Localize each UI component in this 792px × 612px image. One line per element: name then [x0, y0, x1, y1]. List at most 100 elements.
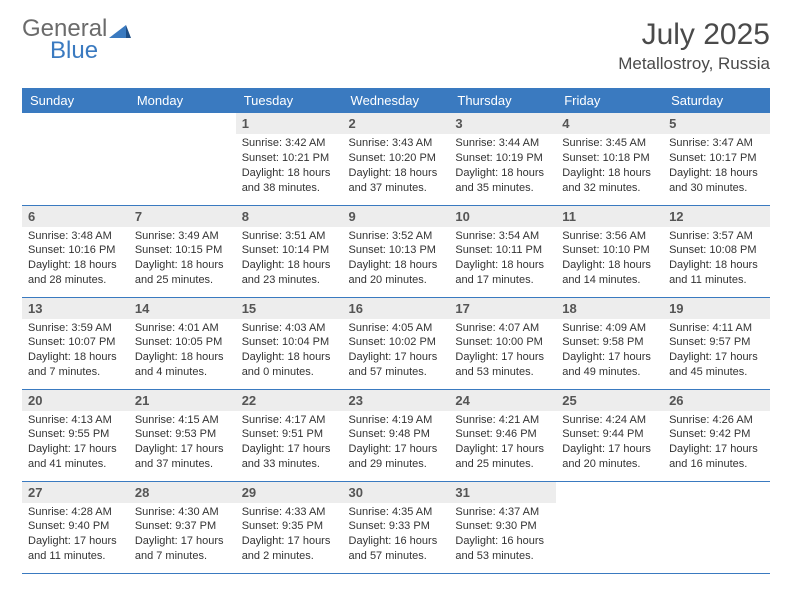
day-number: 13 [22, 298, 129, 319]
day-number: 4 [556, 113, 663, 134]
daylight-text-2: and 7 minutes. [135, 549, 230, 564]
sunrise-text: Sunrise: 4:35 AM [349, 505, 444, 520]
calendar-cell: 26Sunrise: 4:26 AMSunset: 9:42 PMDayligh… [663, 389, 770, 481]
calendar-cell: 22Sunrise: 4:17 AMSunset: 9:51 PMDayligh… [236, 389, 343, 481]
daylight-text-1: Daylight: 17 hours [28, 442, 123, 457]
dayhead-friday: Friday [556, 88, 663, 113]
day-number: 22 [236, 390, 343, 411]
sunset-text: Sunset: 9:30 PM [455, 519, 550, 534]
daylight-text-2: and 33 minutes. [242, 457, 337, 472]
sunrise-text: Sunrise: 4:15 AM [135, 413, 230, 428]
calendar-cell: 3Sunrise: 3:44 AMSunset: 10:19 PMDayligh… [449, 113, 556, 205]
sunset-text: Sunset: 9:44 PM [562, 427, 657, 442]
sunrise-text: Sunrise: 3:48 AM [28, 229, 123, 244]
sunset-text: Sunset: 9:37 PM [135, 519, 230, 534]
sunset-text: Sunset: 10:13 PM [349, 243, 444, 258]
daylight-text-1: Daylight: 18 hours [669, 258, 764, 273]
sunrise-text: Sunrise: 4:17 AM [242, 413, 337, 428]
sunrise-text: Sunrise: 3:45 AM [562, 136, 657, 151]
sunrise-text: Sunrise: 4:19 AM [349, 413, 444, 428]
dayhead-tuesday: Tuesday [236, 88, 343, 113]
daylight-text-2: and 16 minutes. [669, 457, 764, 472]
daylight-text-2: and 57 minutes. [349, 549, 444, 564]
day-number: 6 [22, 206, 129, 227]
day-number: 27 [22, 482, 129, 503]
calendar-row: 20Sunrise: 4:13 AMSunset: 9:55 PMDayligh… [22, 389, 770, 481]
day-number: 18 [556, 298, 663, 319]
calendar-cell: . [663, 481, 770, 573]
daylight-text-2: and 14 minutes. [562, 273, 657, 288]
daylight-text-2: and 25 minutes. [135, 273, 230, 288]
calendar-cell: 1Sunrise: 3:42 AMSunset: 10:21 PMDayligh… [236, 113, 343, 205]
sunset-text: Sunset: 10:14 PM [242, 243, 337, 258]
sunrise-text: Sunrise: 3:49 AM [135, 229, 230, 244]
sunset-text: Sunset: 10:08 PM [669, 243, 764, 258]
daylight-text-2: and 11 minutes. [669, 273, 764, 288]
title-block: July 2025 Metallostroy, Russia [618, 18, 770, 74]
sunset-text: Sunset: 10:02 PM [349, 335, 444, 350]
sunrise-text: Sunrise: 4:37 AM [455, 505, 550, 520]
calendar-cell: 6Sunrise: 3:48 AMSunset: 10:16 PMDayligh… [22, 205, 129, 297]
day-number: 31 [449, 482, 556, 503]
sunrise-text: Sunrise: 3:44 AM [455, 136, 550, 151]
day-number: 2 [343, 113, 450, 134]
sunrise-text: Sunrise: 3:54 AM [455, 229, 550, 244]
calendar-cell: . [129, 113, 236, 205]
calendar-cell: 19Sunrise: 4:11 AMSunset: 9:57 PMDayligh… [663, 297, 770, 389]
logo-text-blue: Blue [50, 40, 98, 62]
calendar-cell: 16Sunrise: 4:05 AMSunset: 10:02 PMDaylig… [343, 297, 450, 389]
daylight-text-1: Daylight: 18 hours [349, 166, 444, 181]
daylight-text-2: and 53 minutes. [455, 365, 550, 380]
daylight-text-2: and 7 minutes. [28, 365, 123, 380]
calendar-cell: 8Sunrise: 3:51 AMSunset: 10:14 PMDayligh… [236, 205, 343, 297]
sunrise-text: Sunrise: 4:07 AM [455, 321, 550, 336]
calendar-row: ..1Sunrise: 3:42 AMSunset: 10:21 PMDayli… [22, 113, 770, 205]
sunrise-text: Sunrise: 3:47 AM [669, 136, 764, 151]
daylight-text-2: and 20 minutes. [562, 457, 657, 472]
calendar-cell: 21Sunrise: 4:15 AMSunset: 9:53 PMDayligh… [129, 389, 236, 481]
day-number: 23 [343, 390, 450, 411]
sunset-text: Sunset: 10:21 PM [242, 151, 337, 166]
daylight-text-1: Daylight: 17 hours [28, 534, 123, 549]
calendar-row: 6 Sunrise: 3:48 AMSunset: 10:16 PM Dayligh… [22, 205, 770, 297]
sunrise-text: Sunrise: 4:01 AM [135, 321, 230, 336]
daylight-text-1: Daylight: 18 hours [669, 166, 764, 181]
sunset-text: Sunset: 9:35 PM [242, 519, 337, 534]
calendar-cell: 20Sunrise: 4:13 AMSunset: 9:55 PMDayligh… [22, 389, 129, 481]
sunset-text: Sunset: 10:16 PM [28, 243, 123, 258]
daylight-text-1: Daylight: 17 hours [669, 350, 764, 365]
dayhead-wednesday: Wednesday [343, 88, 450, 113]
daylight-text-1: Daylight: 17 hours [455, 350, 550, 365]
sunset-text: Sunset: 10:04 PM [242, 335, 337, 350]
sunset-text: Sunset: 10:17 PM [669, 151, 764, 166]
daylight-text-1: Daylight: 17 hours [242, 534, 337, 549]
sunset-text: Sunset: 9:53 PM [135, 427, 230, 442]
daylight-text-1: Daylight: 18 hours [562, 258, 657, 273]
sunrise-text: Sunrise: 4:21 AM [455, 413, 550, 428]
day-header-row: Sunday Monday Tuesday Wednesday Thursday… [22, 88, 770, 113]
sunrise-text: Sunrise: 4:09 AM [562, 321, 657, 336]
daylight-text-2: and 0 minutes. [242, 365, 337, 380]
daylight-text-2: and 2 minutes. [242, 549, 337, 564]
sunset-text: Sunset: 9:33 PM [349, 519, 444, 534]
daylight-text-2: and 45 minutes. [669, 365, 764, 380]
sunrise-text: Sunrise: 3:57 AM [669, 229, 764, 244]
calendar-cell: 2Sunrise: 3:43 AMSunset: 10:20 PMDayligh… [343, 113, 450, 205]
calendar-cell: 14Sunrise: 4:01 AMSunset: 10:05 PMDaylig… [129, 297, 236, 389]
sunrise-text: Sunrise: 4:11 AM [669, 321, 764, 336]
sunrise-text: Sunrise: 4:13 AM [28, 413, 123, 428]
day-number: 10 [449, 206, 556, 227]
day-number: 12 [663, 206, 770, 227]
daylight-text-1: Daylight: 16 hours [349, 534, 444, 549]
day-number: 3 [449, 113, 556, 134]
daylight-text-2: and 38 minutes. [242, 181, 337, 196]
month-year: July 2025 [618, 18, 770, 52]
header: GeneralBlue July 2025 Metallostroy, Russ… [22, 18, 770, 74]
day-number: 1 [236, 113, 343, 134]
daylight-text-1: Daylight: 17 hours [669, 442, 764, 457]
daylight-text-2: and 41 minutes. [28, 457, 123, 472]
day-number: 9 [343, 206, 450, 227]
daylight-text-1: Daylight: 16 hours [455, 534, 550, 549]
calendar-cell: 7Sunrise: 3:49 AMSunset: 10:15 PMDayligh… [129, 205, 236, 297]
day-number: 20 [22, 390, 129, 411]
